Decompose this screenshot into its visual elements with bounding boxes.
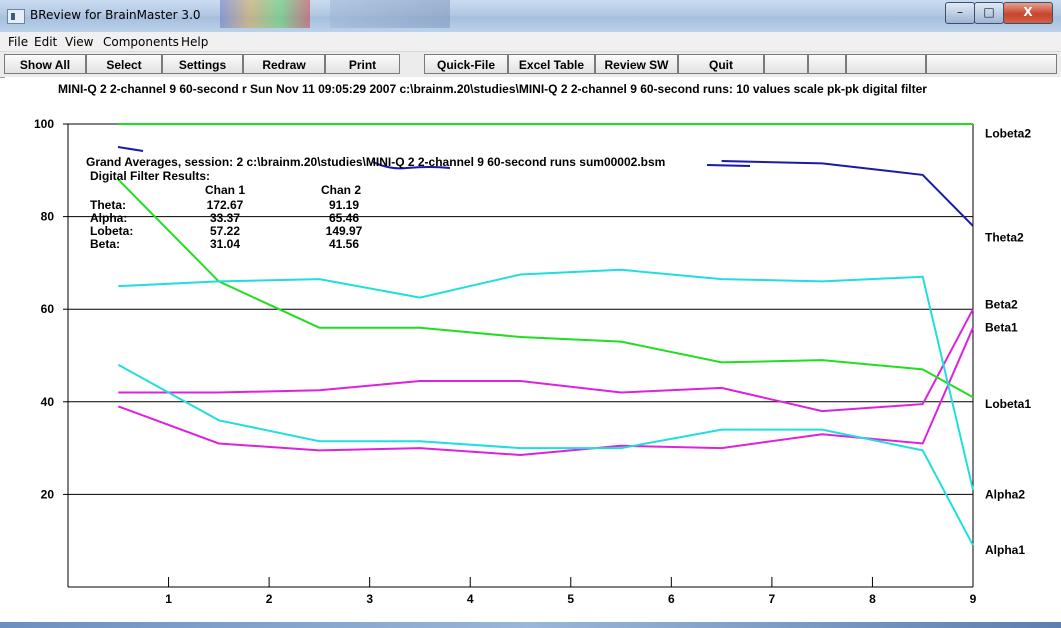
menu-components[interactable]: Components bbox=[103, 35, 179, 49]
quick-file-button[interactable]: Quick-File bbox=[424, 54, 508, 74]
close-button[interactable]: X bbox=[1003, 2, 1053, 24]
info-row-label: Beta: bbox=[90, 237, 120, 251]
y-tick-label-40: 40 bbox=[41, 395, 55, 409]
x-tick-label-5: 5 bbox=[567, 592, 574, 606]
redraw-button[interactable]: Redraw bbox=[243, 54, 325, 74]
y-tick-label-60: 60 bbox=[41, 302, 55, 316]
info-col-header: Chan 1 bbox=[205, 183, 245, 197]
background-window-blur bbox=[220, 0, 310, 28]
background-window-blur bbox=[330, 0, 450, 28]
info-row-chan1: 57.22 bbox=[210, 224, 240, 238]
series-line-alpha1 bbox=[117, 363, 974, 546]
info-row-label: Lobeta: bbox=[90, 224, 133, 238]
x-tick-label-7: 7 bbox=[769, 592, 776, 606]
settings-button[interactable]: Settings bbox=[162, 54, 243, 74]
info-row-chan1: 31.04 bbox=[210, 237, 240, 251]
menu-view[interactable]: View bbox=[65, 35, 94, 49]
toolbar-empty-button[interactable] bbox=[808, 54, 846, 74]
series-line-beta2 bbox=[118, 308, 974, 413]
title-bar[interactable]: BReview for BrainMaster 3.0 – □ X bbox=[0, 0, 1061, 32]
print-button[interactable]: Print bbox=[325, 54, 400, 74]
info-row-chan2: 91.19 bbox=[329, 198, 359, 212]
series-label-lobeta2: Lobeta2 bbox=[985, 126, 1031, 140]
pen-annotation-mark bbox=[372, 161, 451, 170]
series-line-lobeta1 bbox=[117, 178, 974, 399]
x-tick-label-4: 4 bbox=[467, 592, 474, 606]
series-line-beta1 bbox=[117, 327, 974, 457]
pen-annotation-mark bbox=[706, 164, 751, 167]
x-tick-label-1: 1 bbox=[165, 592, 172, 606]
series-label-theta2: Theta2 bbox=[985, 230, 1024, 244]
info-row-chan2: 65.46 bbox=[329, 211, 359, 225]
chart-area bbox=[5, 77, 1061, 622]
taskbar-strip bbox=[0, 622, 1061, 628]
window-title: BReview for BrainMaster 3.0 bbox=[30, 8, 201, 22]
series-label-alpha1: Alpha1 bbox=[985, 543, 1025, 557]
info-box-subtitle: Digital Filter Results: bbox=[90, 169, 210, 183]
info-row-chan1: 172.67 bbox=[207, 198, 244, 212]
x-tick-label-9: 9 bbox=[970, 592, 977, 606]
menu-file[interactable]: File bbox=[8, 35, 29, 49]
series-label-beta2: Beta2 bbox=[985, 298, 1018, 312]
info-row-label: Theta: bbox=[90, 198, 126, 212]
y-tick-label-20: 20 bbox=[41, 487, 55, 501]
select-button[interactable]: Select bbox=[86, 54, 162, 74]
series-label-alpha2: Alpha2 bbox=[985, 487, 1025, 501]
x-tick-label-8: 8 bbox=[869, 592, 876, 606]
series-line-alpha2 bbox=[118, 268, 974, 491]
quit-button[interactable]: Quit bbox=[678, 54, 764, 74]
session-header: MINI-Q 2 2-channel 9 60-second r Sun Nov… bbox=[58, 82, 927, 96]
x-tick-label-2: 2 bbox=[266, 592, 273, 606]
info-row-chan2: 41.56 bbox=[329, 237, 359, 251]
y-tick-label-80: 80 bbox=[41, 210, 55, 224]
toolbar-empty-button[interactable] bbox=[764, 54, 808, 74]
review-sw-button[interactable]: Review SW bbox=[595, 54, 678, 74]
excel-table-button[interactable]: Excel Table bbox=[508, 54, 595, 74]
info-row-chan1: 33.37 bbox=[210, 211, 240, 225]
show-all-button[interactable]: Show All bbox=[4, 54, 86, 74]
info-col-header: Chan 2 bbox=[321, 183, 361, 197]
info-box-title: Grand Averages, session: 2 c:\brainm.20\… bbox=[86, 155, 665, 169]
x-tick-label-3: 3 bbox=[366, 592, 373, 606]
toolbar-empty-button[interactable] bbox=[926, 54, 1057, 74]
info-row-label: Alpha: bbox=[90, 211, 127, 225]
series-line-theta2 bbox=[721, 160, 974, 227]
x-tick-label-6: 6 bbox=[668, 592, 675, 606]
menu-help[interactable]: Help bbox=[181, 35, 209, 49]
pen-annotation-mark bbox=[117, 146, 144, 152]
menu-bar: File Edit View Components Help bbox=[0, 32, 1061, 51]
app-icon bbox=[7, 9, 25, 24]
y-tick-label-100: 100 bbox=[34, 117, 54, 131]
toolbar-empty-button[interactable] bbox=[846, 54, 926, 74]
series-label-beta1: Beta1 bbox=[985, 321, 1018, 335]
info-row-chan2: 149.97 bbox=[326, 224, 363, 238]
menu-edit[interactable]: Edit bbox=[34, 35, 58, 49]
toolbar: Show All Select Settings Redraw Print Qu… bbox=[0, 51, 1061, 78]
series-label-lobeta1: Lobeta1 bbox=[985, 397, 1031, 411]
